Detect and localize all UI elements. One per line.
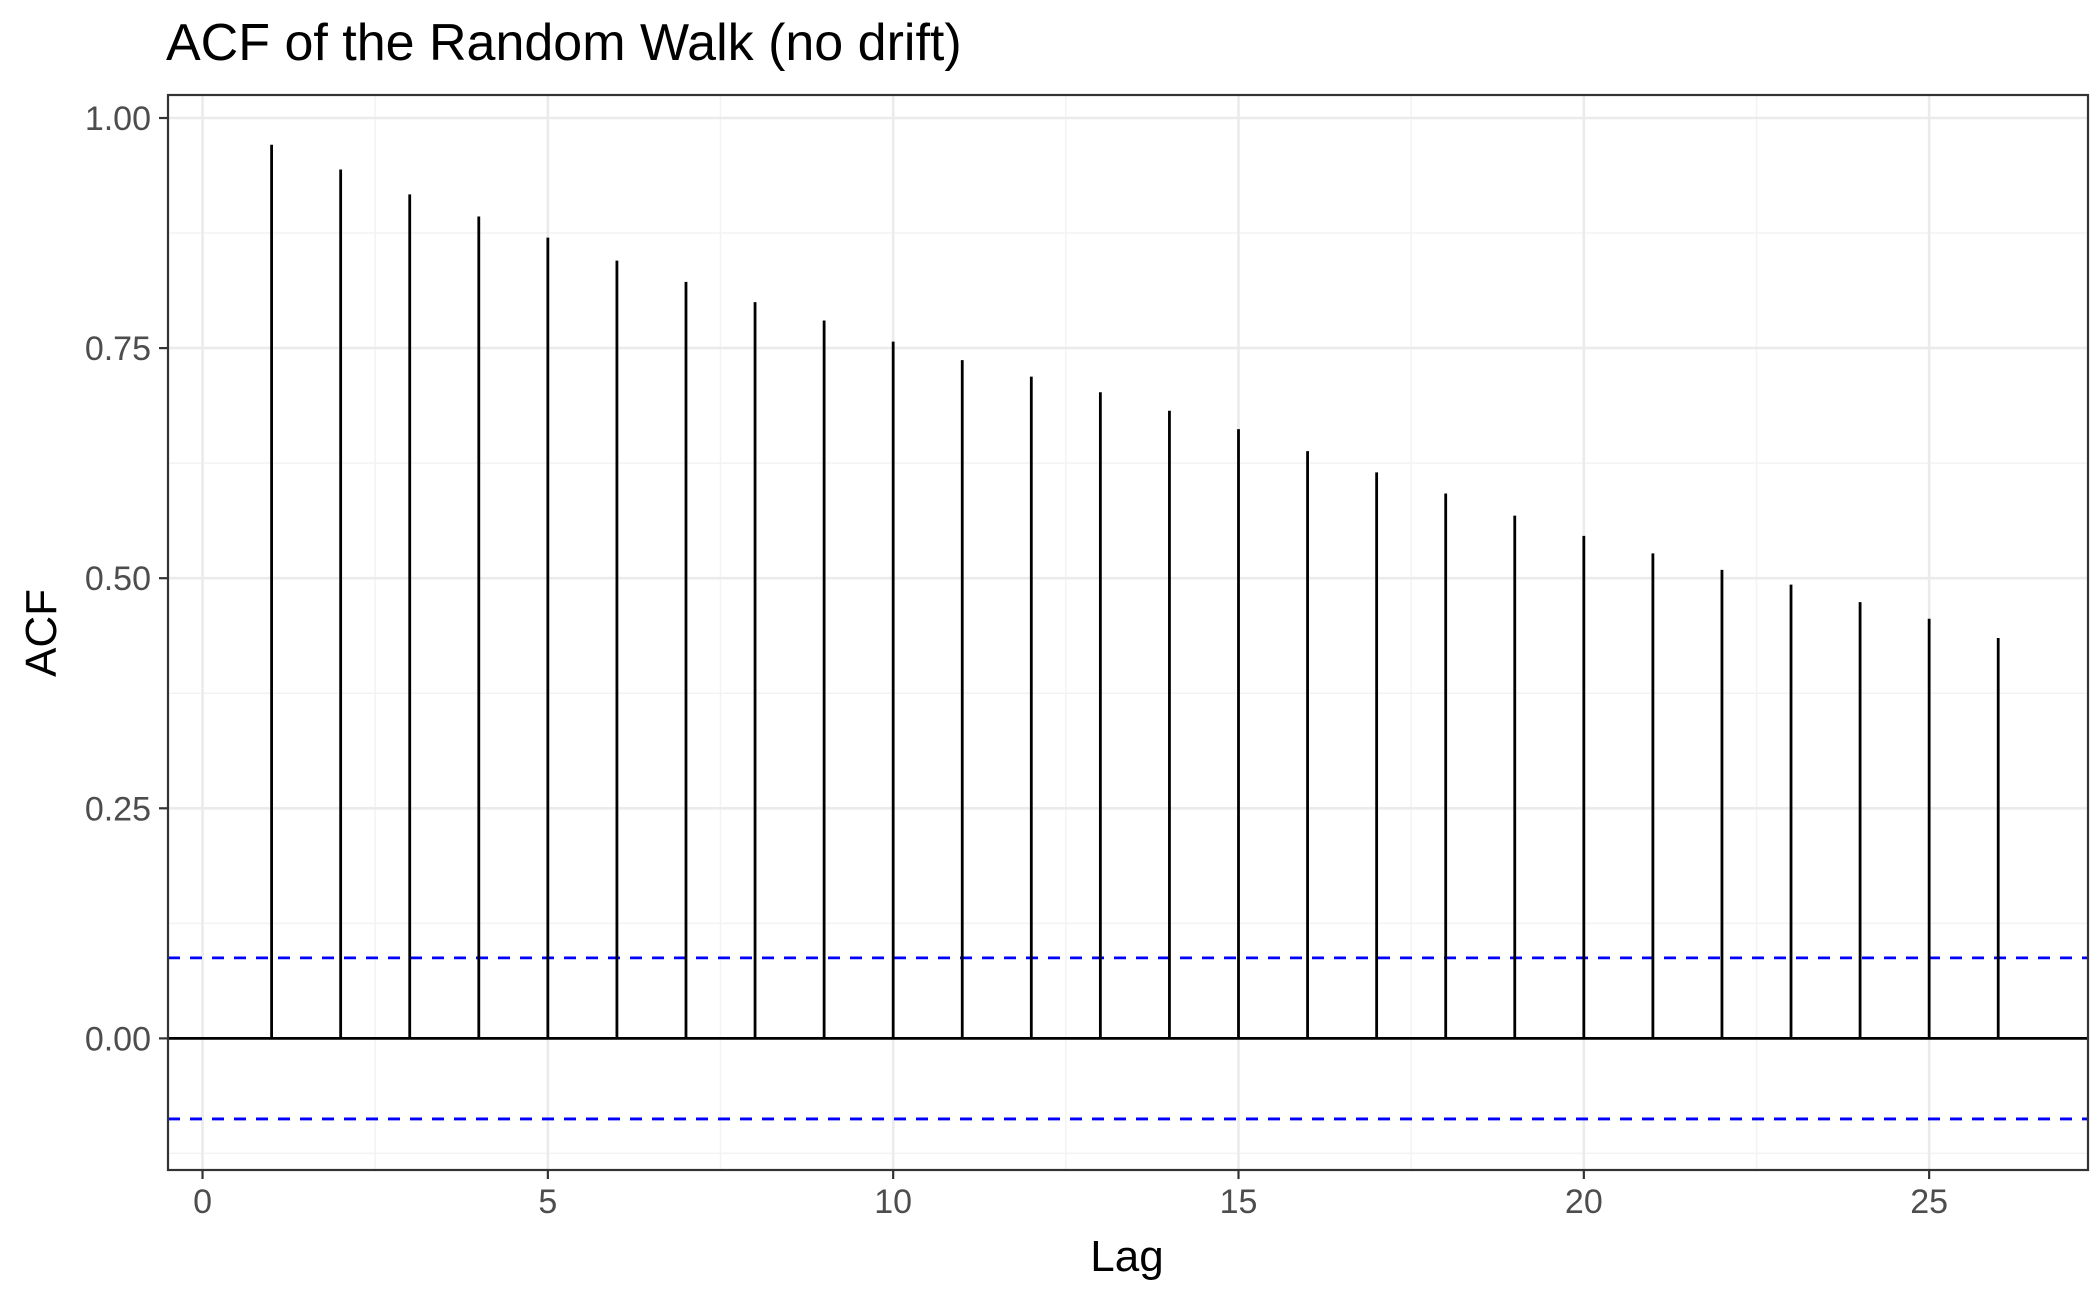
acf-bars bbox=[270, 144, 2000, 1039]
x-tick-label: 25 bbox=[1910, 1183, 1948, 1221]
chart-title: ACF of the Random Walk (no drift) bbox=[166, 14, 962, 72]
x-tick-label: 0 bbox=[193, 1183, 212, 1221]
x-axis-title: Lag bbox=[1090, 1232, 1163, 1281]
x-tick-label: 5 bbox=[538, 1183, 557, 1221]
y-tick-label: 1.00 bbox=[85, 100, 151, 138]
y-axis-ticks: 0.00 0.25 0.50 0.75 1.00 bbox=[85, 100, 168, 1058]
grid-lines bbox=[168, 95, 2088, 1170]
x-tick-label: 10 bbox=[874, 1183, 912, 1221]
y-tick-label: 0.75 bbox=[85, 330, 151, 368]
confidence-bounds bbox=[168, 956, 2088, 1121]
x-tick-label: 15 bbox=[1220, 1183, 1258, 1221]
x-axis-ticks: 0 5 10 15 20 25 bbox=[193, 1170, 1948, 1221]
y-axis-title: ACF bbox=[17, 589, 66, 677]
y-tick-label: 0.25 bbox=[85, 790, 151, 828]
x-tick-label: 20 bbox=[1565, 1183, 1603, 1221]
y-tick-label: 0.00 bbox=[85, 1020, 151, 1058]
panel-border bbox=[166, 93, 2090, 1172]
y-tick-label: 0.50 bbox=[85, 560, 151, 598]
